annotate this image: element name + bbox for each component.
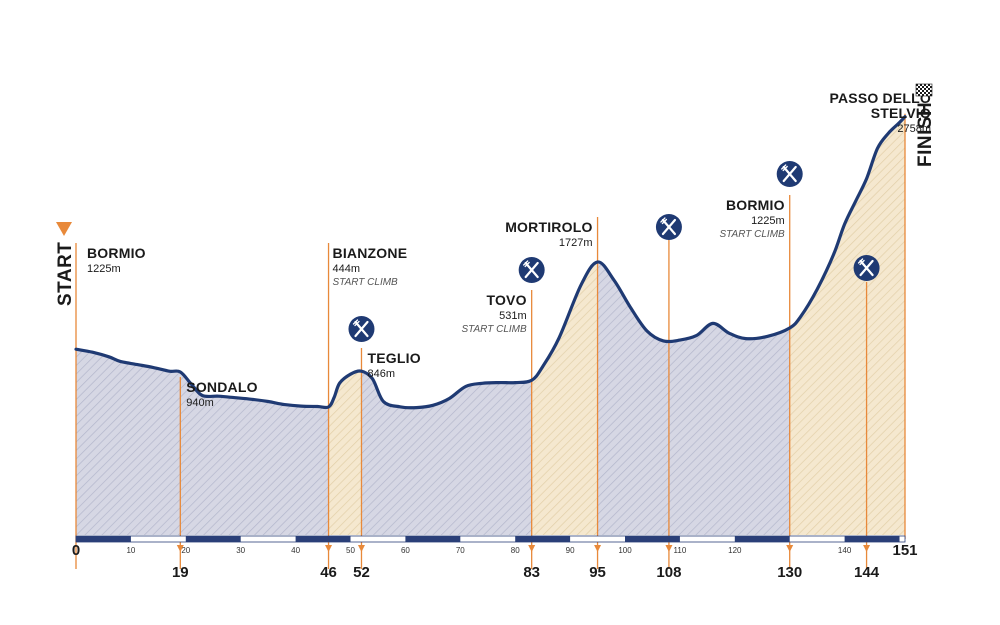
- start-marker-icon: [56, 222, 72, 236]
- waypoint-name: MORTIROLO: [505, 219, 592, 235]
- waypoint-note: START CLIMB: [720, 229, 786, 240]
- waypoint-label: BORMIO 1225m: [87, 245, 146, 275]
- waypoint-elevation: 846m: [367, 368, 395, 380]
- waypoint-label: BIANZONE 444m START CLIMB: [333, 245, 408, 288]
- waypoint-tick-arrow: [786, 545, 794, 552]
- knife-icon: [859, 259, 874, 277]
- fork-tines-icon: [857, 258, 865, 266]
- distance-axis: 10 20 30 40 50 60 70 80 90 100 110 120 140 0 19 46 52 83 9…: [72, 535, 918, 581]
- waypoint-tick-arrow: [528, 545, 536, 552]
- major-tick-label: 52: [353, 564, 370, 581]
- feed-zone-icon: [348, 316, 375, 342]
- waypoint-name: TEGLIO: [367, 350, 420, 366]
- waypoint-tick-arrow: [665, 545, 673, 552]
- waypoint-name: SONDALO: [186, 379, 257, 395]
- fork-tines-icon: [660, 217, 668, 225]
- waypoint-name: BORMIO: [726, 197, 785, 213]
- waypoint-elevation: 1225m: [751, 215, 785, 227]
- start-finish-layer: START FINISH: [55, 83, 936, 306]
- waypoint-elevation: 940m: [186, 397, 214, 409]
- distance-bar-segment: [625, 536, 680, 542]
- start-label: START: [55, 242, 76, 306]
- climb-section: [789, 116, 905, 535]
- waypoint-label: MORTIROLO 1727m: [505, 219, 592, 249]
- feed-zone-icon: [853, 255, 880, 281]
- waypoint-name: BORMIO: [87, 245, 146, 261]
- major-tick-label: 144: [854, 564, 880, 581]
- minor-tick-label: 50: [346, 546, 355, 555]
- feed-zone-icon: [655, 214, 682, 240]
- knife-icon: [524, 261, 539, 279]
- major-tick-label: 19: [172, 564, 189, 581]
- feed-zone-icon: [518, 257, 545, 283]
- profile-area: [76, 116, 905, 535]
- minor-tick-label: 100: [618, 546, 632, 555]
- knife-icon: [354, 320, 369, 338]
- waypoint-elevation: 444m: [333, 263, 361, 275]
- minor-tick-label: 40: [291, 546, 300, 555]
- minor-tick-label: 90: [566, 546, 575, 555]
- waypoint-tick-arrow: [357, 545, 365, 552]
- waypoint-label-layer: BORMIO 1225m SONDALO 940m BIANZONE 444m START …: [87, 90, 931, 409]
- waypoint-marker-layer: [75, 113, 906, 569]
- fork-tines-icon: [781, 164, 788, 172]
- minor-tick-label: 110: [674, 546, 687, 555]
- distance-bar-segment: [515, 536, 571, 542]
- profile-line: [74, 115, 907, 410]
- minor-tick-label: 20: [181, 546, 190, 555]
- minor-tick-label: 80: [511, 546, 520, 555]
- waypoint-elevation: 531m: [499, 310, 527, 322]
- feed-zone-icon: [776, 161, 803, 187]
- major-tick-label: 130: [777, 564, 802, 581]
- checkered-flag-icon: [915, 83, 933, 97]
- waypoint-note: START CLIMB: [461, 324, 527, 335]
- waypoint-tick-arrow: [325, 545, 333, 552]
- waypoint-name: BIANZONE: [333, 245, 408, 261]
- major-tick-label: 83: [523, 564, 540, 581]
- waypoint-name: STELVIO: [871, 105, 931, 121]
- waypoint-name: TOVO: [486, 292, 526, 308]
- major-tick-label: 108: [656, 564, 681, 581]
- waypoint-label: BORMIO 1225m START CLIMB: [720, 197, 786, 240]
- distance-bar-segment: [734, 536, 790, 542]
- major-tick-label: 0: [72, 542, 80, 559]
- waypoint-tick-arrow: [863, 545, 871, 552]
- feed-zone-layer: [348, 161, 880, 342]
- waypoint-name: PASSO DELLO: [829, 90, 931, 106]
- profile-line-layer: [74, 115, 907, 410]
- waypoint-tick-arrow: [176, 545, 184, 552]
- minor-tick-label: 60: [401, 546, 410, 555]
- waypoint-elevation: 1727m: [559, 237, 593, 249]
- waypoint-tick-arrow: [594, 545, 602, 552]
- knife-icon: [661, 218, 677, 236]
- waypoint-note: START CLIMB: [333, 277, 399, 288]
- distance-bar-segment: [844, 536, 900, 542]
- minor-tick-label: 30: [236, 546, 245, 555]
- distance-bar-segment: [76, 536, 131, 542]
- major-tick-label: 46: [320, 564, 337, 581]
- waypoint-label: TEGLIO 846m: [367, 350, 420, 380]
- waypoint-label: SONDALO 940m: [186, 379, 257, 409]
- knife-icon: [782, 165, 797, 183]
- fork-tines-icon: [352, 319, 360, 327]
- distance-bar-segment: [405, 536, 461, 542]
- distance-bar-segment: [295, 536, 351, 542]
- major-tick-label: 151: [892, 542, 917, 559]
- minor-tick-label: 70: [456, 546, 465, 555]
- waypoint-elevation: 1225m: [87, 263, 121, 275]
- major-tick-label: 95: [589, 564, 606, 581]
- minor-tick-label: 140: [838, 546, 852, 555]
- distance-bar-segment: [185, 536, 241, 542]
- finish-label: FINISH: [915, 102, 936, 167]
- minor-tick-label: 120: [728, 546, 742, 555]
- waypoint-elevation: 2758m: [897, 123, 931, 135]
- climb-section: [531, 116, 598, 535]
- minor-tick-label: 10: [126, 546, 135, 555]
- climb-section: [328, 116, 362, 535]
- fork-tines-icon: [523, 260, 530, 268]
- waypoint-label: TOVO 531m START CLIMB: [461, 292, 527, 335]
